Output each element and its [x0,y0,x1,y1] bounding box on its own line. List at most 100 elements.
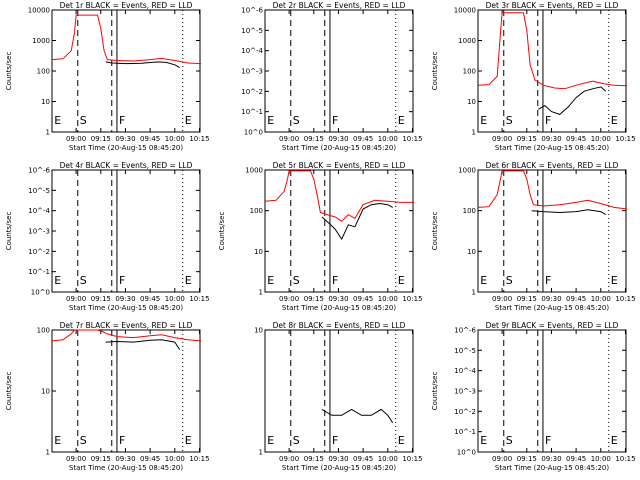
marker-label-f: F [119,434,125,447]
x-tick-label: 10:15 [402,455,422,463]
y-tick-label: 10^-3 [454,388,476,396]
y-tick-label: 10^-6 [454,327,476,335]
panel-det-1: Det 1r BLACK = Events, RED = LLD 1 10 100 10… [5,1,210,152]
y-axis-label: Counts/sec [431,372,439,411]
x-axis-label: Start Time (20-Aug-15 08:45:20) [495,144,609,152]
x-tick-label: 09:45 [353,295,373,303]
marker-label-f: F [545,114,551,127]
y-tick-label: 10 [254,327,263,335]
marker-label-e: E [185,114,192,127]
y-tick-label: 1 [46,129,50,137]
marker-label-e: E [611,274,618,287]
y-tick-label: 1 [472,129,476,137]
y-tick-label: 1 [46,449,50,457]
y-tick-label: 10^-1 [454,428,476,436]
x-axis-label: Start Time (20-Aug-15 08:45:20) [69,144,183,152]
x-tick-label: 10:00 [591,135,611,143]
x-tick-label: 10:00 [165,135,185,143]
panel-title: Det 4r BLACK = Events, RED = LLD [60,161,193,170]
x-tick-label: 10:15 [402,135,422,143]
x-tick-label: 09:15 [91,455,111,463]
series-lld-line [477,170,628,210]
marker-label-s: S [293,434,300,447]
x-tick-label: 09:15 [304,135,324,143]
x-axis-label: Start Time (20-Aug-15 08:45:20) [495,464,609,472]
y-tick-label: 1000 [458,37,476,45]
panel-det-3: Det 3r BLACK = Events, RED = LLD 1 10 100 10… [431,1,636,152]
series-lld-line [264,170,415,222]
x-tick-label: 09:00 [279,135,299,143]
series-events-line [538,86,607,115]
x-tick-label: 09:00 [492,135,512,143]
x-tick-label: 09:00 [66,295,86,303]
y-tick-label: 100 [463,68,476,76]
plot-frame [51,9,201,133]
x-axis-label: Start Time (20-Aug-15 08:45:20) [282,464,396,472]
x-tick-label: 09:30 [541,135,561,143]
y-tick-label: 10^-1 [28,268,50,276]
panel-title: Det 1r BLACK = Events, RED = LLD [60,1,193,10]
marker-label-e: E [54,434,61,447]
panel-title: Det 6r BLACK = Events, RED = LLD [486,161,619,170]
marker-label-s: S [293,114,300,127]
x-tick-label: 10:00 [378,295,398,303]
y-tick-label: 100 [463,207,476,215]
y-tick-label: 10^0 [457,449,476,457]
x-tick-label: 10:15 [615,455,635,463]
y-tick-label: 10^-3 [28,228,50,236]
x-tick-label: 10:00 [378,455,398,463]
marker-label-e: E [267,274,274,287]
panel-det-4: Det 4r BLACK = Events, RED = LLD 10^0 10^-… [5,161,210,312]
marker-label-s: S [80,274,87,287]
x-axis-label: Start Time (20-Aug-15 08:45:20) [282,144,396,152]
x-axis-label: Start Time (20-Aug-15 08:45:20) [495,304,609,312]
x-tick-label: 10:00 [591,455,611,463]
y-tick-label: 10^-2 [28,248,50,256]
marker-label-e: E [398,274,405,287]
x-tick-label: 09:00 [66,135,86,143]
x-tick-label: 09:45 [353,135,373,143]
panel-title: Det 8r BLACK = Events, RED = LLD [273,321,406,330]
x-tick-label: 10:00 [378,135,398,143]
series-lld-line [51,329,202,342]
marker-label-s: S [506,274,513,287]
y-tick-label: 10 [467,98,476,106]
y-axis-label: Counts/sec [431,212,439,251]
x-tick-label: 09:15 [91,295,111,303]
x-tick-label: 09:00 [492,295,512,303]
x-tick-label: 09:45 [140,455,160,463]
y-tick-label: 1 [472,289,476,297]
series-events-line [105,339,181,350]
marker-label-s: S [80,434,87,447]
x-tick-label: 09:45 [566,135,586,143]
x-tick-label: 09:30 [115,455,135,463]
x-tick-label: 09:30 [328,295,348,303]
x-tick-label: 10:15 [189,295,209,303]
x-tick-label: 10:15 [615,135,635,143]
marker-label-e: E [54,114,61,127]
y-tick-label: 10^-1 [241,108,263,116]
x-tick-label: 10:00 [591,295,611,303]
series-events-line [531,209,606,216]
series-lld-line [477,12,628,90]
marker-label-e: E [611,434,618,447]
marker-label-e: E [54,274,61,287]
y-tick-label: 100 [37,327,50,335]
x-tick-label: 09:30 [541,455,561,463]
plot-frame [477,9,627,133]
marker-label-e: E [185,274,192,287]
y-tick-label: 1000 [32,37,50,45]
panel-title: Det 7r BLACK = Events, RED = LLD [60,321,193,330]
marker-label-e: E [611,114,618,127]
y-tick-label: 10000 [454,7,476,15]
y-tick-label: 10^-5 [28,187,50,195]
x-tick-label: 09:45 [566,455,586,463]
x-tick-label: 09:45 [566,295,586,303]
y-tick-label: 1 [259,289,263,297]
x-tick-label: 09:30 [328,135,348,143]
marker-label-s: S [80,114,87,127]
panel-title: Det 9r BLACK = Events, RED = LLD [486,321,619,330]
x-tick-label: 09:00 [492,455,512,463]
y-axis-label: Counts/sec [5,212,13,251]
y-tick-label: 10^0 [244,129,263,137]
